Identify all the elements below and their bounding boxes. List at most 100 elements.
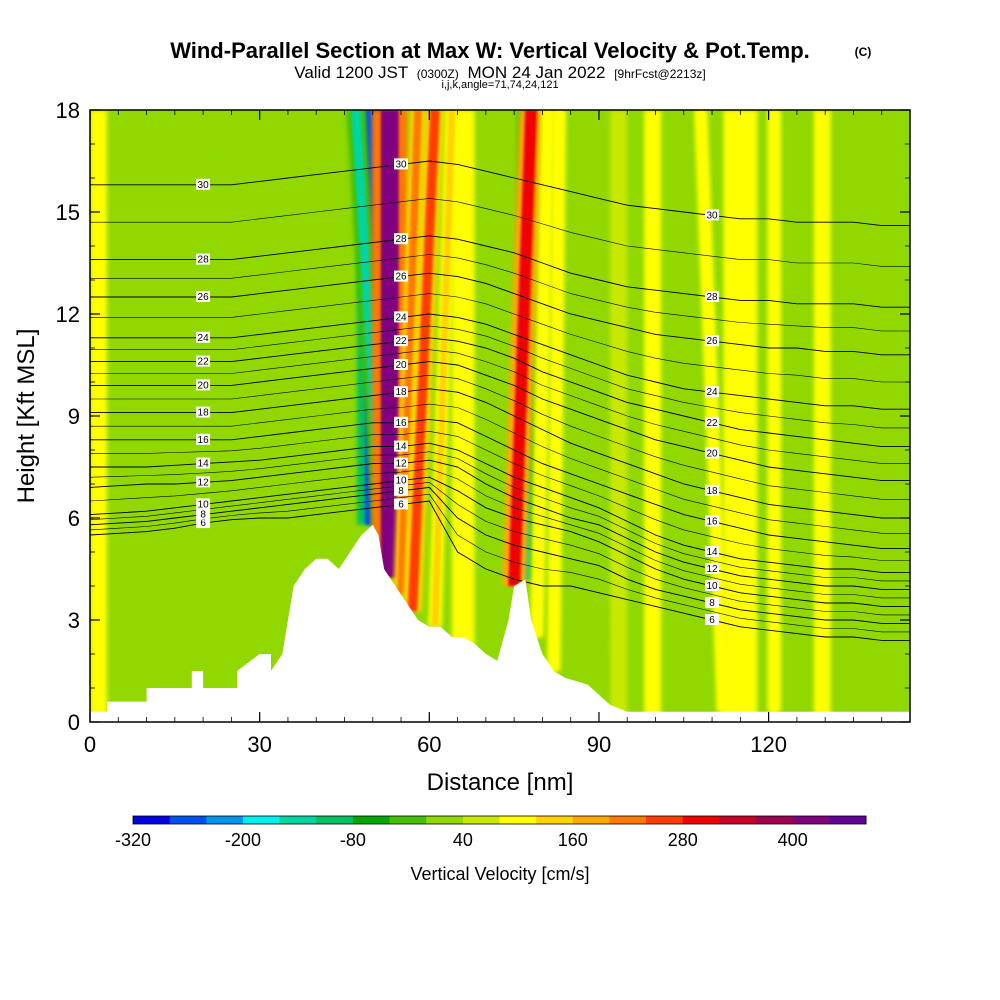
colorbar-swatch — [242, 816, 281, 824]
isentrope-label: 20 — [705, 447, 720, 459]
colorbar-swatch — [462, 816, 500, 824]
isentrope-label-bg — [705, 209, 720, 221]
velocity-streak — [451, 110, 475, 722]
colorbar-tick-label: 280 — [668, 830, 698, 850]
isentrope-label-text: 24 — [395, 312, 407, 323]
isentrope-label-bg — [705, 386, 720, 398]
isentrope-label: 28 — [196, 253, 211, 266]
velocity-streak — [644, 110, 662, 722]
isentrope-label: 6 — [705, 614, 720, 626]
isentrope-label: 22 — [394, 335, 409, 347]
velocity-streak — [881, 110, 899, 722]
isentrope-label-text: 20 — [198, 380, 210, 391]
isentrope-line — [90, 349, 910, 464]
isentrope-label-text: 12 — [707, 564, 719, 575]
isentrope-label-text: 30 — [198, 180, 210, 191]
subtitle-valid: Valid 1200 JST — [294, 63, 408, 82]
isentrope-label: 6 — [394, 498, 409, 510]
colorbar-swatch — [609, 816, 647, 824]
velocity-field — [90, 110, 899, 722]
isentrope-label-text: 24 — [198, 333, 210, 344]
isentrope-label-bg — [394, 335, 409, 347]
isentrope-line — [90, 430, 910, 561]
isentrope-label: 16 — [196, 433, 211, 446]
colorbar-swatch — [682, 816, 720, 824]
isentrope-label-text: 6 — [398, 499, 404, 510]
downdraft-band — [861, 110, 886, 712]
colorbar-swatch — [792, 816, 830, 824]
colorbar-label: Vertical Velocity [cm/s] — [410, 864, 589, 884]
isentrope-label-bg — [394, 270, 409, 282]
isentrope-line — [90, 403, 910, 534]
isentrope-label-text: 18 — [707, 486, 719, 497]
isentrope-label-text: 26 — [395, 272, 407, 283]
isentrope-line — [90, 313, 910, 410]
isentrope-labels: 6668881010101212121414141616161818182020… — [196, 158, 720, 626]
isentrope-line — [90, 254, 910, 332]
isentrope-label-bg — [394, 457, 409, 469]
y-tick-label: 9 — [68, 404, 80, 429]
isentrope-line — [90, 388, 910, 519]
updraft-band — [770, 110, 778, 712]
isentrope-label: 12 — [394, 457, 409, 470]
isentrope-label: 10 — [394, 474, 409, 487]
updraft-band — [407, 110, 440, 612]
isentrope-label: 30 — [705, 209, 720, 221]
isentrope-line — [90, 374, 910, 500]
colorbar-frame — [132, 815, 867, 825]
isentrope-label-text: 8 — [200, 510, 206, 521]
isentrope-line — [90, 476, 910, 607]
isentrope-label-bg — [705, 447, 720, 459]
isentrope-label-bg — [196, 178, 211, 190]
isentrope-line — [90, 272, 910, 356]
colorbar-swatch — [352, 816, 391, 824]
subtitle-forecast: [9hrFcst@2213z] — [614, 67, 706, 81]
colorbar-tick-label: -80 — [340, 830, 366, 850]
isentrope-label-text: 22 — [198, 357, 210, 368]
isentrope-label-bg — [196, 517, 211, 529]
y-axis-label: Height [Kft MSL] — [13, 329, 40, 504]
downdraft-band — [589, 110, 603, 695]
velocity-streak — [610, 110, 628, 722]
isentrope-label-bg — [394, 498, 409, 510]
isentrope-label-text: 6 — [709, 615, 715, 626]
isentrope-line — [90, 481, 910, 616]
isentrope-label-text: 20 — [395, 360, 407, 371]
isentrope-line — [90, 500, 910, 641]
colorbar-tick-label: -320 — [115, 830, 151, 850]
isentrope-line — [90, 451, 910, 582]
isentrope-line — [90, 160, 910, 227]
isentrope-label-text: 26 — [198, 292, 210, 303]
isentrope-label-text: 14 — [707, 547, 719, 558]
isentrope-label-text: 10 — [395, 476, 407, 487]
isentrope-label-bg — [196, 331, 211, 343]
isentrope-label-text: 16 — [198, 435, 210, 446]
isentrope-label-text: 14 — [198, 459, 210, 470]
isentrope-label-bg — [705, 484, 720, 496]
isentrope-label: 14 — [394, 440, 409, 453]
updraft-band — [533, 110, 552, 637]
isentrope-label: 8 — [196, 508, 211, 521]
colorbar-swatch — [169, 816, 207, 824]
plot-area — [90, 110, 910, 722]
colorbar: -320 -200 -80 40 160 280 400 — [115, 815, 867, 850]
velocity-streak — [248, 110, 266, 722]
velocity-streak — [813, 110, 831, 722]
isentrope-label: 22 — [705, 416, 720, 429]
isentrope-label-bg — [705, 335, 720, 347]
isentrope-label: 14 — [705, 546, 720, 558]
isentrope-label: 26 — [705, 335, 720, 347]
x-tick-label: 90 — [587, 732, 611, 757]
x-tick-label: 0 — [84, 732, 96, 757]
isentrope-label-bg — [196, 476, 211, 488]
isentrope-label: 10 — [196, 498, 211, 510]
isentrope-label-text: 18 — [395, 387, 407, 398]
isentrope-label-bg — [394, 474, 409, 486]
isentrope-line — [90, 442, 910, 573]
isentrope-label: 28 — [705, 291, 720, 303]
isentrope-label: 14 — [196, 457, 211, 470]
isentrope-label-text: 12 — [395, 459, 407, 470]
y-tick-label: 6 — [68, 506, 80, 531]
isentrope-label-bg — [705, 597, 720, 608]
